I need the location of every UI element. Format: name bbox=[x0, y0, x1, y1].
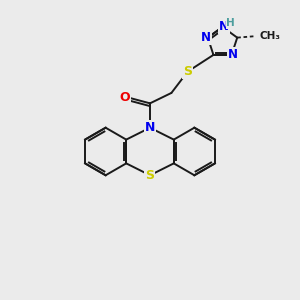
Text: O: O bbox=[119, 91, 130, 104]
Text: CH₃: CH₃ bbox=[259, 31, 280, 41]
Text: S: S bbox=[183, 65, 192, 78]
Text: S: S bbox=[146, 169, 154, 182]
Text: N: N bbox=[219, 20, 229, 34]
Text: N: N bbox=[228, 48, 238, 62]
Text: H: H bbox=[226, 18, 235, 28]
Text: N: N bbox=[145, 121, 155, 134]
Text: N: N bbox=[201, 31, 211, 44]
